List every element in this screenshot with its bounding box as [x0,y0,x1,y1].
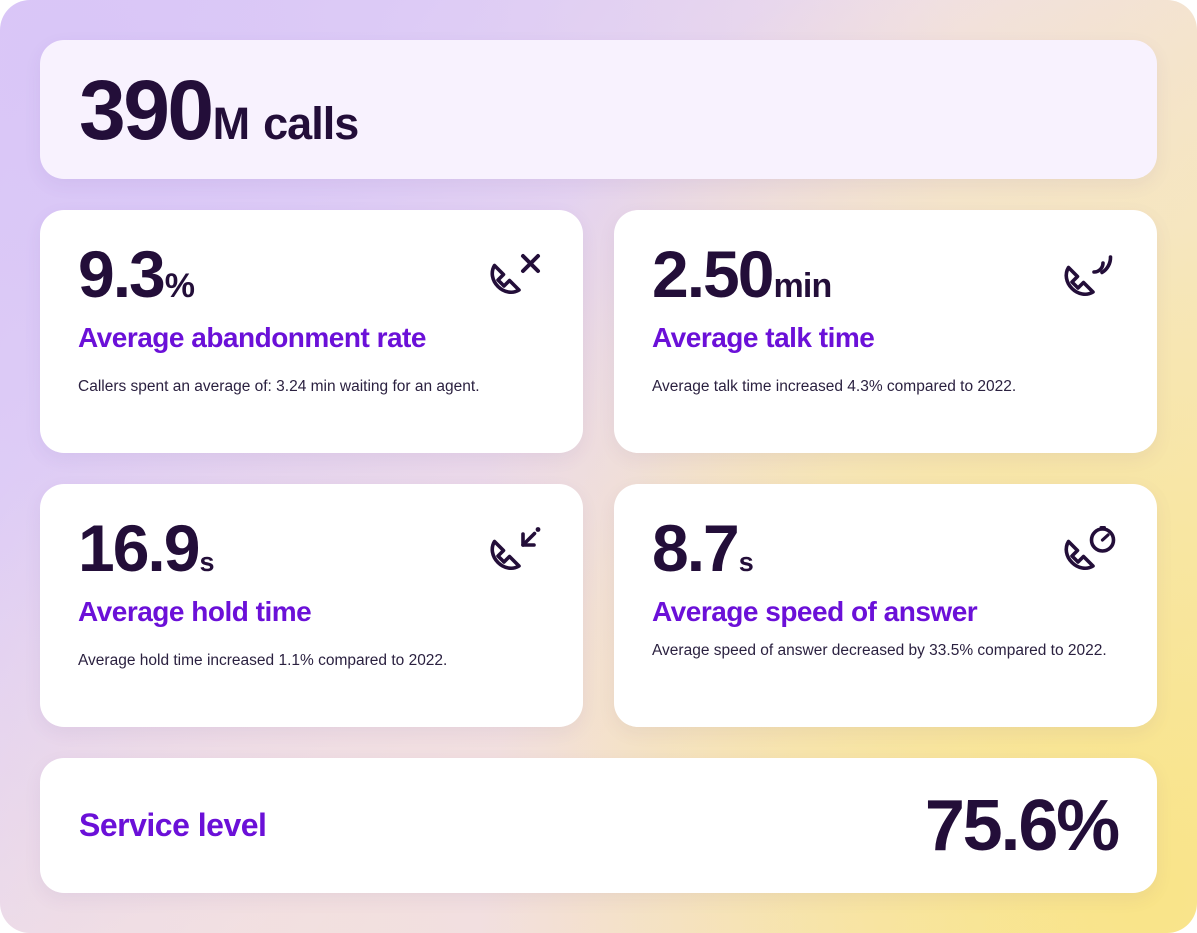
metric-card-talk-time: 2.50 min Average talk time Average talk … [614,210,1157,453]
hero-suffix-label: calls [263,97,359,149]
metric-unit: min [773,267,832,305]
hero-number: 390 [79,62,214,157]
metric-header: 9.3 % [78,237,545,311]
hero-value: 390 M calls [79,62,359,157]
metric-header: 8.7 s [652,511,1119,585]
metric-value: 2.50 min [652,237,832,311]
metric-card-speed-of-answer: 8.7 s Average speed of answer Average sp… [614,484,1157,727]
metric-value: 9.3 % [78,237,195,311]
metrics-row-2: 16.9 s Average hold time Average hold ti… [40,484,1157,727]
metric-number: 2.50 [652,237,774,311]
metric-number: 16.9 [78,511,200,585]
metric-value: 8.7 s [652,511,754,585]
service-level-value: 75.6% [924,785,1120,866]
phone-stopwatch-icon [1060,524,1116,583]
metric-unit: s [738,547,754,577]
metric-description: Callers spent an average of: 3.24 min wa… [78,378,480,395]
hero-unit: M [212,97,250,149]
metric-description: Average speed of answer decreased by 33.… [652,642,1107,659]
service-level-label: Service level [79,807,267,843]
metric-description: Average hold time increased 1.1% compare… [78,652,448,669]
metrics-grid: 390 M calls 9.3 % [40,40,1157,893]
metric-header: 16.9 s [78,511,545,585]
metric-number: 9.3 [78,237,166,311]
metric-unit: s [199,547,214,577]
metric-description: Average talk time increased 4.3% compare… [652,378,1017,395]
metric-title: Average hold time [78,596,312,627]
metric-unit: % [164,267,195,305]
metric-number: 8.7 [652,511,740,585]
metrics-row-1: 9.3 % Average abandonment rate Callers s… [40,210,1157,453]
metric-title: Average talk time [652,322,875,353]
metric-title: Average speed of answer [652,596,978,627]
phone-incoming-icon [486,524,542,583]
metric-card-hold-time: 16.9 s Average hold time Average hold ti… [40,484,583,727]
metric-title: Average abandonment rate [78,322,426,353]
phone-signal-icon [1060,250,1116,309]
service-level-card: Service level 75.6% [40,758,1157,893]
hero-total-calls-card: 390 M calls [40,40,1157,179]
metric-value: 16.9 s [78,511,215,585]
metric-card-abandonment-rate: 9.3 % Average abandonment rate Callers s… [40,210,583,453]
metric-header: 2.50 min [652,237,1119,311]
phone-missed-icon [486,250,542,309]
